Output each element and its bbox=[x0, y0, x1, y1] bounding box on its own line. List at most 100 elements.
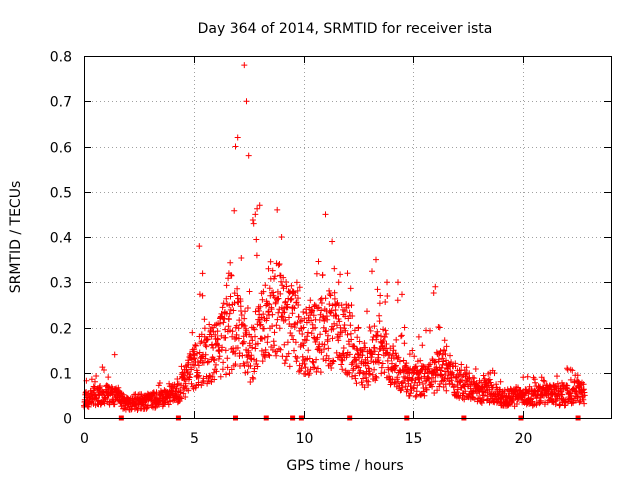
data-point bbox=[219, 366, 226, 373]
data-point bbox=[214, 335, 221, 342]
data-point bbox=[335, 279, 342, 286]
data-point bbox=[334, 334, 341, 340]
data-point bbox=[198, 382, 205, 389]
data-point bbox=[371, 366, 378, 373]
x-tick-label: 10 bbox=[296, 431, 314, 447]
data-point bbox=[196, 291, 203, 298]
data-point bbox=[215, 355, 222, 362]
data-point bbox=[253, 357, 260, 364]
data-point bbox=[240, 333, 247, 340]
data-point bbox=[441, 347, 448, 354]
data-point bbox=[353, 380, 360, 387]
data-point bbox=[161, 399, 168, 406]
data-point bbox=[472, 366, 479, 372]
data-point bbox=[293, 358, 300, 365]
data-point bbox=[497, 378, 504, 385]
data-point bbox=[331, 265, 338, 272]
data-point bbox=[111, 401, 118, 408]
data-point bbox=[315, 365, 321, 372]
data-point bbox=[411, 353, 418, 360]
data-point bbox=[386, 352, 393, 359]
data-point bbox=[295, 302, 302, 308]
data-point bbox=[299, 331, 306, 337]
data-point bbox=[208, 333, 215, 340]
data-point bbox=[400, 357, 407, 364]
data-point bbox=[257, 321, 264, 328]
data-point bbox=[573, 397, 579, 404]
data-point bbox=[274, 206, 281, 213]
data-point bbox=[242, 308, 248, 315]
data-point bbox=[281, 360, 288, 367]
data-point bbox=[562, 402, 569, 409]
data-point bbox=[182, 380, 189, 387]
data-point bbox=[307, 297, 314, 304]
data-point bbox=[276, 261, 283, 267]
data-point bbox=[111, 351, 118, 358]
data-point bbox=[251, 326, 258, 333]
data-point bbox=[554, 373, 560, 380]
data-point bbox=[347, 285, 354, 292]
data-point bbox=[323, 328, 330, 334]
data-point bbox=[288, 332, 295, 339]
data-point bbox=[254, 205, 261, 212]
data-point bbox=[355, 324, 362, 331]
data-point bbox=[379, 360, 386, 367]
data-point bbox=[189, 329, 196, 336]
data-point bbox=[243, 98, 250, 105]
data-point bbox=[580, 381, 587, 388]
data-point bbox=[263, 315, 270, 322]
data-point bbox=[88, 376, 95, 383]
data-point bbox=[352, 375, 359, 382]
data-point bbox=[199, 292, 206, 299]
data-point bbox=[329, 238, 336, 245]
data-point bbox=[187, 371, 194, 378]
data-point bbox=[426, 375, 433, 382]
data-point bbox=[324, 338, 331, 345]
data-point bbox=[201, 325, 208, 332]
data-point bbox=[313, 270, 320, 277]
data-point bbox=[425, 362, 432, 368]
data-point bbox=[198, 338, 205, 345]
data-point bbox=[361, 340, 368, 347]
data-point bbox=[226, 370, 233, 377]
data-point bbox=[196, 372, 203, 379]
data-point bbox=[366, 324, 373, 331]
data-point bbox=[513, 401, 520, 407]
data-point bbox=[245, 152, 252, 159]
data-point bbox=[192, 342, 199, 348]
data-point bbox=[371, 348, 378, 355]
data-point bbox=[378, 370, 385, 377]
data-point bbox=[225, 270, 232, 277]
data-point bbox=[213, 368, 220, 375]
data-point bbox=[321, 341, 328, 348]
data-point bbox=[265, 351, 272, 358]
data-point bbox=[301, 315, 308, 322]
data-point bbox=[376, 300, 383, 307]
data-point bbox=[217, 315, 224, 322]
data-point bbox=[406, 351, 413, 358]
data-point bbox=[394, 374, 401, 381]
data-point bbox=[224, 355, 231, 362]
data-point bbox=[179, 374, 186, 381]
data-point bbox=[398, 333, 404, 340]
data-point bbox=[266, 285, 273, 292]
data-point bbox=[211, 357, 218, 364]
data-point bbox=[401, 340, 408, 347]
data-point bbox=[289, 288, 296, 295]
data-point bbox=[334, 322, 340, 329]
data-point bbox=[285, 350, 292, 357]
data-point bbox=[364, 308, 370, 315]
data-point bbox=[135, 401, 142, 408]
data-point bbox=[186, 373, 193, 380]
data-point bbox=[398, 332, 405, 339]
data-point bbox=[283, 283, 290, 290]
data-point bbox=[454, 389, 461, 395]
data-point bbox=[199, 270, 206, 277]
data-point bbox=[284, 339, 291, 346]
data-point bbox=[309, 358, 316, 365]
data-point bbox=[204, 336, 211, 343]
data-point bbox=[344, 270, 351, 277]
data-point bbox=[223, 295, 230, 302]
data-point bbox=[250, 375, 257, 382]
